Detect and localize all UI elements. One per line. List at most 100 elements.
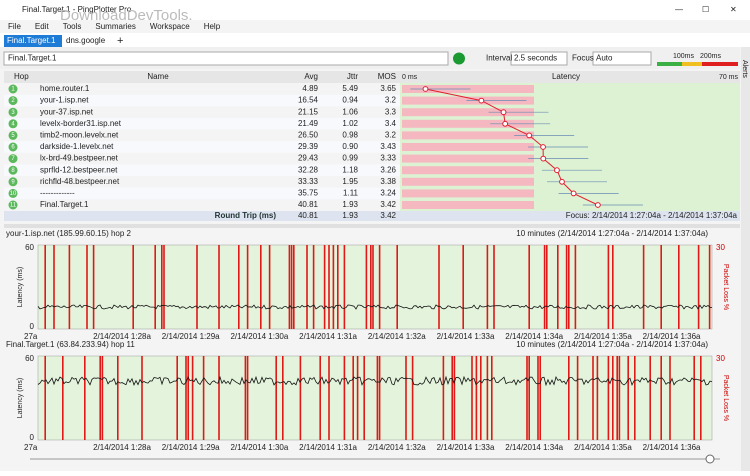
latency-trace: [37, 375, 713, 387]
x-tick-label: 2/14/2014 1:35a: [574, 332, 632, 341]
hop-icon: [8, 119, 18, 129]
hop-name: your-1.isp.net: [40, 96, 89, 105]
loss-bar: [290, 245, 293, 329]
x-tick-label: 2/14/2014 1:35a: [574, 443, 632, 452]
legend-bad: [702, 62, 738, 66]
x-tick-label: 2/14/2014 1:31a: [299, 332, 357, 341]
focus-select[interactable]: [592, 51, 652, 66]
loss-bar: [660, 245, 662, 329]
loss-bar: [592, 356, 594, 440]
hop-jitter: 0.99: [342, 154, 358, 163]
loss-bar: [372, 245, 374, 329]
watermark: DownloadDevTools.: [60, 7, 193, 24]
menu-item[interactable]: Summaries: [95, 22, 135, 31]
loss-bar: [634, 356, 636, 440]
loss-bar: [557, 245, 559, 329]
loss-bar: [649, 356, 651, 440]
latency-point: [526, 132, 533, 139]
hop-mos: 3.38: [380, 177, 396, 186]
scroll-thumb[interactable]: [705, 454, 715, 464]
latency-tick-label: 70 ms: [719, 74, 739, 81]
menu-item[interactable]: File: [8, 22, 21, 31]
maximize[interactable]: ☐: [702, 5, 709, 14]
tab-label[interactable]: Final.Target.1: [7, 36, 56, 45]
latency-range-bar: [402, 189, 534, 198]
loss-bar: [282, 356, 284, 440]
tab-label[interactable]: dns.google: [66, 36, 106, 45]
loss-bar: [528, 245, 530, 329]
row-stripe: [4, 141, 400, 153]
loss-bar: [154, 245, 156, 329]
hop-jitter: 0.94: [342, 96, 358, 105]
graph-range: 10 minutes (2/14/2014 1:27:04a - 2/14/20…: [516, 229, 708, 238]
hop-mos: 3.24: [380, 189, 396, 198]
hop-avg: 35.75: [298, 189, 319, 198]
hop-avg: 40.81: [298, 200, 319, 209]
loss-bar: [411, 356, 414, 440]
target-input[interactable]: [3, 51, 449, 66]
loss-bar: [669, 356, 671, 440]
graph-title: Final.Target.1 (63.84.233.94) hop 11: [6, 340, 135, 349]
hop-name: levelx-border31.isp.net: [40, 119, 122, 128]
focus-label: Focus: [572, 54, 594, 63]
hop-name: home.router.1: [40, 84, 90, 93]
loss-bar: [618, 356, 621, 440]
menu-item[interactable]: Tools: [63, 22, 82, 31]
menu-item[interactable]: Help: [204, 22, 221, 31]
interval-select[interactable]: [510, 51, 568, 66]
x-tick-label: 2/14/2014 1:32a: [368, 332, 426, 341]
splitter[interactable]: [4, 224, 740, 228]
latency-point: [570, 190, 577, 197]
latency-range-bar: [402, 108, 534, 117]
loss-bar: [101, 356, 104, 440]
x-tick-label: 2/14/2014 1:30a: [230, 443, 288, 452]
y2-tick-label: 30: [716, 243, 725, 252]
loss-bar: [546, 245, 548, 329]
title-bar: [0, 0, 750, 20]
close[interactable]: ✕: [730, 5, 737, 14]
loss-bar: [299, 356, 302, 440]
y2-axis-label: Packet Loss %: [722, 375, 729, 421]
loss-bar: [92, 245, 95, 329]
loss-bar: [693, 356, 695, 440]
hop-name: sprfld-12.bestpeer.net: [40, 165, 118, 174]
latency-range-bar: [402, 177, 534, 186]
hop-jitter: 1.06: [342, 107, 358, 116]
loss-bar: [337, 245, 339, 329]
loss-bar: [574, 245, 577, 329]
menu-item[interactable]: Workspace: [150, 22, 190, 31]
loss-bar: [568, 245, 570, 329]
column-header: Jttr: [347, 72, 358, 81]
latency-point: [478, 97, 485, 104]
loss-bar: [616, 356, 618, 440]
latency-point: [500, 109, 507, 116]
menu-item[interactable]: Edit: [35, 22, 50, 31]
x-tick-label: 2/14/2014 1:29a: [162, 443, 220, 452]
hop-number: 5: [11, 133, 15, 139]
hop-jitter: 1.93: [342, 200, 358, 209]
graph-range: 10 minutes (2/14/2014 1:27:04a - 2/14/20…: [516, 340, 708, 349]
hop-number: 2: [11, 98, 15, 104]
loss-bar: [332, 245, 335, 329]
start-button[interactable]: [453, 52, 465, 65]
loss-bar: [612, 356, 614, 440]
x-tick-label: 2/14/2014 1:34a: [505, 443, 563, 452]
loss-bar: [328, 245, 330, 329]
hop-avg: 29.39: [298, 142, 319, 151]
latency-tick-label: 0 ms: [402, 74, 418, 81]
window-title: Final.Target.1 - PingPlotter Pro: [22, 5, 132, 14]
column-header: Hop: [14, 72, 29, 81]
hop-mos: 3.65: [380, 84, 396, 93]
minimize[interactable]: —: [675, 5, 683, 14]
loss-bar: [442, 356, 445, 440]
alerts-sidebar: [741, 47, 750, 471]
tab-active[interactable]: [4, 35, 62, 47]
x-tick-label: 2/14/2014 1:28a: [93, 332, 151, 341]
loss-bar: [493, 245, 495, 329]
latency-point: [554, 167, 560, 174]
loss-bar: [44, 356, 46, 440]
loss-bar: [246, 356, 249, 440]
loss-bar: [163, 245, 165, 329]
tab-add[interactable]: +: [117, 35, 123, 47]
loss-bar: [238, 245, 240, 329]
